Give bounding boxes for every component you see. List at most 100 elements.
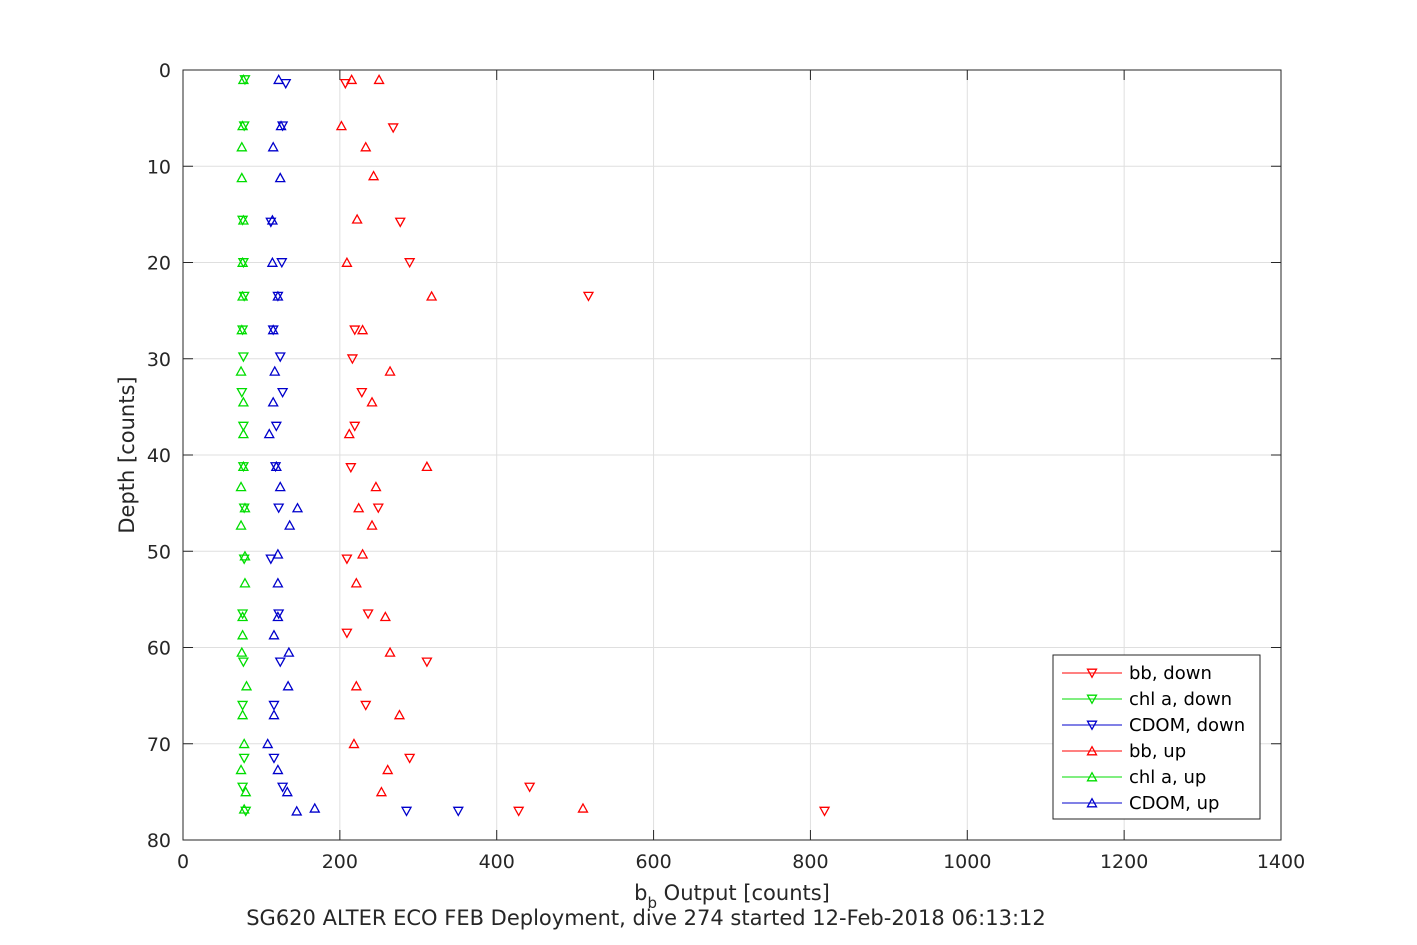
data-point [346, 74, 358, 85]
data-point [274, 657, 286, 668]
data-point [267, 396, 279, 407]
data-point [270, 421, 282, 432]
data-point [270, 460, 282, 472]
legend-label: chl a, down [1129, 689, 1232, 710]
x-axis-label: bb Output [counts] [634, 881, 830, 912]
data-point [240, 786, 252, 797]
data-point [341, 256, 353, 267]
data-point [362, 609, 374, 620]
data-point [235, 764, 247, 775]
data-point [237, 74, 249, 85]
data-point [235, 519, 247, 530]
data-point [366, 519, 378, 530]
legend-marker [1086, 720, 1098, 731]
data-point [237, 609, 249, 620]
tick-labels: 0 200 400 600 800 1000 1200 1400 0 10 20 30 40 50 60 70… [147, 60, 1305, 873]
data-point [235, 365, 247, 376]
data-point [291, 502, 304, 513]
data-point [239, 550, 251, 561]
data-point [349, 421, 361, 432]
legend-marker [1086, 668, 1098, 679]
legend-label: CDOM, up [1129, 793, 1219, 814]
data-point [263, 428, 275, 439]
data-point [236, 646, 248, 657]
legend-label: chl a, up [1129, 767, 1206, 788]
data-point [237, 352, 249, 363]
data-point [356, 387, 368, 399]
data-point [276, 387, 289, 399]
x-axis-label-b: b [634, 881, 647, 905]
data-point [276, 258, 288, 269]
data-point [239, 577, 251, 588]
data-point [237, 629, 249, 640]
legend-label: bb, up [1129, 741, 1186, 762]
data-point [353, 502, 365, 513]
x-tick-label: 800 [792, 851, 828, 873]
legend-marker [1086, 745, 1098, 756]
data-point [284, 519, 296, 530]
data-point [268, 629, 280, 640]
data-point [236, 172, 248, 183]
data-point [356, 324, 369, 335]
data-point [237, 428, 249, 439]
data-point [426, 290, 438, 301]
data-point [237, 657, 249, 668]
data-point [350, 577, 362, 588]
data-point [235, 481, 247, 492]
data-point [394, 217, 406, 228]
legend: bb, down chl a, down CDOM, down bb, up chl a… [1052, 654, 1261, 820]
y-tick-label: 20 [147, 253, 171, 275]
data-point [360, 700, 372, 711]
data-point [343, 428, 355, 439]
data-point [367, 170, 380, 181]
data-point [373, 74, 385, 85]
data-point [348, 738, 360, 749]
data-point [237, 700, 249, 711]
legend-box [1052, 654, 1261, 820]
data-point [577, 802, 589, 813]
data-point [513, 806, 525, 817]
data-point [238, 753, 250, 764]
data-point [272, 611, 284, 622]
data-point [351, 213, 363, 224]
data-point [276, 782, 289, 793]
x-tick-label: 200 [322, 851, 358, 873]
y-tick-label: 60 [147, 638, 171, 660]
y-tick-label: 70 [147, 734, 171, 756]
data-point [272, 290, 284, 301]
legend-label: CDOM, down [1129, 715, 1245, 736]
data-point [269, 365, 281, 376]
data-point [360, 141, 372, 152]
data-point [350, 680, 362, 691]
data-point [272, 577, 284, 588]
y-tick-label: 50 [147, 541, 171, 563]
y-tick-label: 30 [147, 349, 171, 371]
axes-frame [182, 69, 1282, 841]
data-point [237, 290, 249, 301]
data-point [237, 396, 249, 407]
data-point [366, 396, 378, 407]
data-point [238, 554, 250, 565]
data-point [238, 738, 250, 749]
data-point [273, 503, 285, 514]
data-point [237, 782, 249, 793]
x-tick-label: 1000 [943, 851, 991, 873]
x-axis-label-subscript: b [647, 894, 657, 912]
data-point [267, 141, 279, 152]
data-point [345, 463, 357, 474]
data-point [274, 481, 286, 492]
data-point [265, 554, 277, 565]
x-tick-label: 600 [635, 851, 671, 873]
data-point [274, 352, 286, 363]
data-point [237, 709, 249, 720]
data-point [237, 611, 249, 622]
data-point [291, 805, 303, 816]
data-point [237, 256, 249, 267]
data-point [275, 120, 287, 131]
data-point [237, 214, 249, 225]
data-point [268, 753, 280, 764]
data-point [281, 786, 293, 797]
data-point [384, 646, 396, 657]
data-point [818, 806, 831, 817]
